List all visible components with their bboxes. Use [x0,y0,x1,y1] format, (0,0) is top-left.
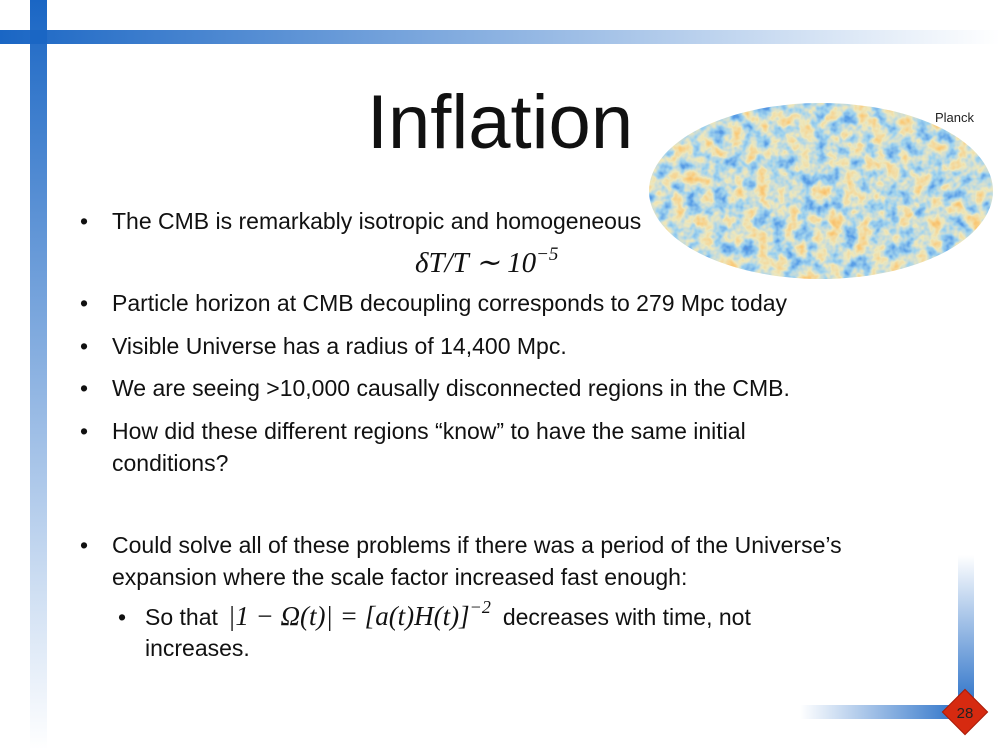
bullet-text: How did these different regions “know” t… [112,418,746,444]
sub-bullet-continuation: increases. [145,635,250,661]
sub-bullet-suffix: decreases with time, not [503,604,752,630]
sub-bullet-prefix: So that [145,604,218,630]
sub-bullet-exponent: −2 [470,597,491,617]
bullet-marker: • [80,208,88,234]
bullet-marker: • [80,375,88,401]
equation-base: δT/T ∼ 10 [415,247,537,279]
image-label: Planck [935,110,975,125]
page-badge [941,688,989,736]
slide-title: Inflation [367,80,633,165]
bullet-text: Could solve all of these problems if the… [112,532,842,558]
cmb-map [649,103,993,279]
bullet-marker: • [80,333,88,359]
bullet-text: The CMB is remarkably isotropic and homo… [112,208,641,234]
bullet-marker: • [80,532,88,558]
bullet-marker: • [80,290,88,316]
sub-bullet-math: |1 − Ω(t)| = [a(t)H(t)] [228,601,470,631]
bullet-text: expansion where the scale factor increas… [112,564,687,590]
equation-exponent: −5 [536,244,558,265]
bullet-list: • The CMB is remarkably isotropic and hom… [80,208,842,590]
page-number: 28 [957,705,974,722]
bullet-text: Particle horizon at CMB decoupling corre… [112,290,788,316]
bullet-marker: • [80,418,88,444]
bullet-text: We are seeing >10,000 causally disconnec… [112,375,790,401]
bullet-text: conditions? [112,450,228,476]
bullet-marker: • [118,604,126,630]
equation: δT/T ∼ 10−5 [415,244,558,279]
sub-bullet: So that |1 − Ω(t)| = [a(t)H(t)]−2 decrease… [145,597,751,631]
bullet-text: Visible Universe has a radius of 14,400 … [112,333,567,359]
